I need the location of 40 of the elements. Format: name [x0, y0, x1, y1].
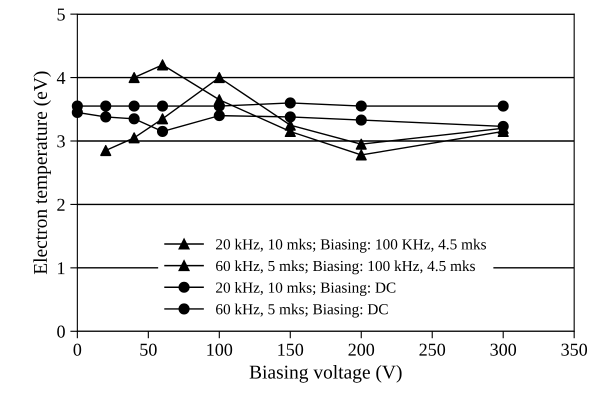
x-tick-label: 200	[348, 344, 374, 356]
legend-label: 20 kHz, 10 mks; Biasing: 100 KHz, 4.5 mks	[216, 238, 486, 253]
point	[356, 114, 367, 126]
point	[356, 100, 367, 112]
y-tick-label: 4	[56, 72, 66, 84]
y-tick-label: 0	[57, 326, 65, 338]
x-tick-label: 150	[278, 344, 304, 356]
x-tick-label: 350	[561, 344, 588, 356]
point	[498, 100, 509, 112]
x-axis-title: Biasing voltage (V)	[250, 365, 402, 383]
point	[284, 111, 296, 122]
point	[156, 100, 168, 112]
y-tick-label: 1	[58, 262, 64, 274]
point	[156, 126, 168, 138]
y-tick-label: 3	[57, 135, 65, 148]
y-tick-label: 5	[58, 8, 65, 21]
point	[214, 110, 225, 122]
point	[284, 97, 296, 108]
point	[356, 149, 367, 161]
point	[128, 72, 140, 84]
point	[128, 113, 140, 124]
point	[100, 111, 112, 122]
point	[100, 144, 112, 156]
point	[100, 100, 112, 112]
point	[356, 138, 367, 150]
x-tick-label: 0	[74, 344, 82, 356]
x-tick-label: 100	[207, 344, 232, 356]
y-axis-title: Electron temperature (eV)	[33, 72, 51, 274]
x-tick-label: 50	[140, 344, 157, 356]
point	[128, 100, 140, 112]
point	[128, 132, 140, 144]
y-tick-label: 2	[57, 198, 65, 211]
point	[156, 113, 168, 124]
point	[156, 59, 168, 70]
x-tick-label: 250	[419, 344, 446, 356]
legend-label: 60 kHz, 5 mks; Biasing: DC	[216, 304, 388, 318]
x-tick-label: 300	[490, 344, 516, 356]
legend-label: 60 kHz, 5 mks; Biasing: 100 kHz, 4.5 mks	[216, 260, 475, 274]
point	[214, 72, 225, 84]
legend-label: 20 kHz, 10 mks; Biasing: DC	[216, 282, 396, 296]
